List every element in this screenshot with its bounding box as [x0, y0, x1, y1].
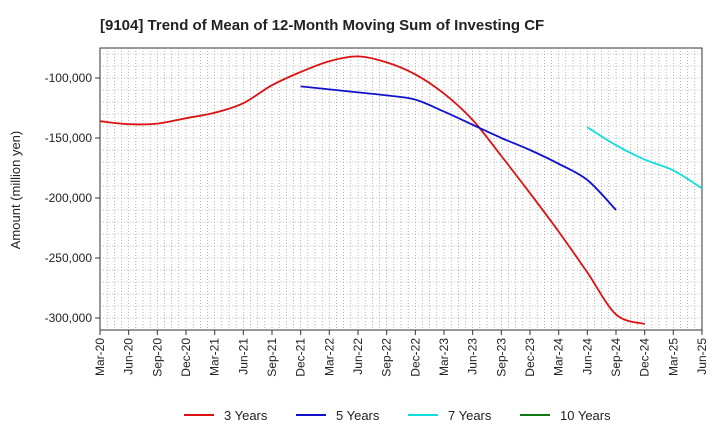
x-tick-label: Mar-23 — [437, 338, 451, 376]
x-tick-label: Dec-21 — [294, 338, 308, 377]
x-tick-label: Mar-25 — [666, 338, 680, 376]
x-tick-label: Dec-20 — [179, 338, 193, 377]
y-tick-label: -250,000 — [45, 251, 93, 265]
x-tick-label: Sep-20 — [150, 338, 164, 377]
x-tick-label: Sep-24 — [609, 338, 623, 377]
x-tick-label: Sep-23 — [494, 338, 508, 377]
y-axis: -100,000 -150,000 -200,000 -250,000 -300,000 — [45, 71, 100, 325]
legend: 3 Years 5 Years 7 Years 10 Years — [184, 408, 611, 423]
x-tick-label: Jun-25 — [695, 338, 709, 375]
series-lines — [99, 55, 703, 325]
x-tick-label: Dec-22 — [408, 338, 422, 377]
y-tick-label: -150,000 — [45, 131, 93, 145]
x-axis: Mar-20 Jun-20 Sep-20 Dec-20 Mar-21 Jun-21 Sep-… — [93, 330, 709, 377]
x-tick-label: Mar-24 — [552, 338, 566, 376]
legend-label-10-years: 10 Years — [560, 408, 611, 423]
grid-lines — [100, 48, 702, 330]
x-tick-label: Jun-22 — [351, 338, 365, 375]
series-line-5-years — [300, 85, 617, 211]
y-tick-label: -100,000 — [45, 71, 93, 85]
x-tick-label: Mar-20 — [93, 338, 107, 376]
legend-label-7-years: 7 Years — [448, 408, 492, 423]
x-tick-label: Mar-21 — [208, 338, 222, 376]
x-tick-label: Jun-24 — [580, 338, 594, 375]
series-line-7-years — [586, 126, 703, 190]
legend-label-5-years: 5 Years — [336, 408, 380, 423]
x-tick-label: Sep-22 — [380, 338, 394, 377]
series-line-3-years — [99, 55, 645, 325]
y-axis-label: Amount (million yen) — [8, 131, 23, 250]
x-tick-label: Jun-21 — [236, 338, 250, 375]
x-tick-label: Dec-23 — [523, 338, 537, 377]
chart-title: [9104] Trend of Mean of 12-Month Moving … — [100, 17, 544, 34]
x-tick-label: Jun-23 — [466, 338, 480, 375]
y-tick-label: -300,000 — [45, 311, 93, 325]
legend-label-3-years: 3 Years — [224, 408, 268, 423]
x-tick-label: Mar-22 — [322, 338, 336, 376]
x-tick-label: Sep-21 — [265, 338, 279, 377]
x-tick-label: Jun-20 — [122, 338, 136, 375]
y-tick-label: -200,000 — [45, 191, 93, 205]
x-tick-label: Dec-24 — [638, 338, 652, 377]
